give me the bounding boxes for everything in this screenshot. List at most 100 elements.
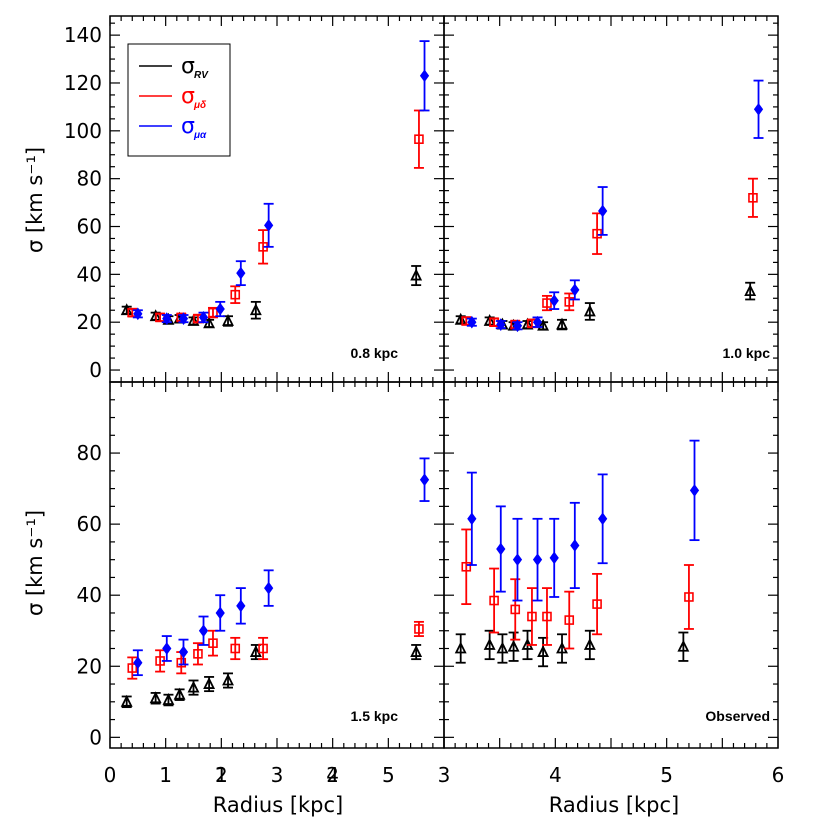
point-mud-p3-5 xyxy=(564,615,575,625)
point-mua-p3-3 xyxy=(532,553,543,567)
y-tick-label-p2-3: 60 xyxy=(77,512,102,536)
y-tick-label-p0-0: 0 xyxy=(89,358,102,382)
legend-sub-mud: μδ xyxy=(193,100,207,111)
point-rv-p2-1 xyxy=(149,691,162,704)
y-tick-label-p0-2: 40 xyxy=(77,262,102,286)
point-mua-p1-2 xyxy=(512,319,523,333)
point-mua-p3-5 xyxy=(570,539,580,552)
point-mua-p2-4 xyxy=(215,606,225,620)
point-mua-p1-1 xyxy=(496,318,506,331)
panel-frame-1 xyxy=(443,15,779,383)
point-mua-p0-1 xyxy=(162,312,172,325)
legend-box xyxy=(127,43,231,157)
legend-sub-mua: μα xyxy=(193,130,207,141)
point-rv-p3-5 xyxy=(537,645,550,657)
legend-sym-rv: σ xyxy=(181,54,195,79)
y-tick-label-p0-7: 140 xyxy=(64,23,102,47)
x-tick-label-right-4: 5 xyxy=(660,763,673,787)
point-mua-p1-7 xyxy=(753,102,764,116)
point-mua-p0-7 xyxy=(419,69,430,83)
x-tick-label-right-1: 2 xyxy=(326,763,339,787)
point-mud-p2-5 xyxy=(230,643,241,654)
point-rv-p1-8 xyxy=(744,284,757,296)
point-mua-p1-5 xyxy=(570,283,580,297)
point-mua-p3-1 xyxy=(496,542,506,556)
point-mua-p3-0 xyxy=(467,512,477,526)
point-mua-p2-2 xyxy=(178,645,189,659)
y-tick-label-p2-0: 0 xyxy=(89,725,102,749)
point-rv-p0-6 xyxy=(222,313,234,326)
y-axis-title-top: σ [km s⁻¹] xyxy=(23,147,47,253)
point-mud-p1-4 xyxy=(542,298,552,308)
x-tick-label-right-3: 4 xyxy=(549,763,562,787)
point-mua-p1-6 xyxy=(598,204,608,218)
point-mud-p2-6 xyxy=(258,643,268,654)
point-mua-p2-6 xyxy=(264,581,274,595)
point-mua-p2-5 xyxy=(236,599,246,613)
point-mud-p3-2 xyxy=(510,604,521,615)
point-mud-p3-0 xyxy=(461,561,472,572)
point-rv-p2-2 xyxy=(162,693,175,705)
panel-label-1: 1.0 kpc xyxy=(723,345,771,361)
point-rv-p2-7 xyxy=(249,645,262,657)
point-rv-p2-3 xyxy=(173,687,186,700)
point-mud-p2-2 xyxy=(176,657,187,668)
y-tick-label-p0-4: 80 xyxy=(77,167,102,191)
point-rv-p1-5 xyxy=(537,318,550,331)
point-rv-p3-7 xyxy=(583,637,596,650)
point-mua-p3-7 xyxy=(689,484,700,497)
y-tick-label-p0-3: 60 xyxy=(77,215,102,239)
point-rv-p3-3 xyxy=(507,639,520,652)
panel-label-0: 0.8 kpc xyxy=(351,345,399,361)
point-mua-p0-6 xyxy=(264,218,274,232)
x-tick-label-left-0: 0 xyxy=(104,763,117,787)
y-tick-label-p2-2: 40 xyxy=(77,583,102,607)
point-mud-p1-7 xyxy=(748,193,758,203)
x-tick-label-left-5: 5 xyxy=(382,763,395,787)
point-rv-p1-7 xyxy=(583,304,596,317)
point-mua-p2-0 xyxy=(133,656,143,670)
panel-frame-3 xyxy=(443,381,779,749)
point-mud-p1-5 xyxy=(564,297,575,307)
point-rv-p3-1 xyxy=(483,637,496,650)
x-tick-label-right-2: 3 xyxy=(438,763,451,787)
point-rv-p0-7 xyxy=(249,303,262,316)
point-mua-p3-2 xyxy=(512,553,523,567)
point-mud-p2-7 xyxy=(414,624,424,634)
y-tick-label-p2-4: 80 xyxy=(77,441,102,465)
y-tick-label-p0-5: 100 xyxy=(64,119,102,143)
point-rv-p0-4 xyxy=(187,313,200,326)
point-rv-p1-6 xyxy=(556,317,568,330)
x-tick-label-left-4: 4 xyxy=(326,763,339,787)
point-mud-p3-4 xyxy=(542,611,552,622)
x-tick-label-left-1: 1 xyxy=(159,763,172,787)
legend: σ RV σ μδ σ μα xyxy=(127,43,231,157)
point-mua-p3-6 xyxy=(598,512,608,526)
point-mua-p0-0 xyxy=(133,307,143,321)
x-tick-label-right-0: 1 xyxy=(215,763,228,787)
point-mud-p3-6 xyxy=(592,599,602,609)
point-rv-p2-8 xyxy=(410,645,423,657)
point-mua-p0-2 xyxy=(178,312,189,325)
point-rv-p2-5 xyxy=(203,677,216,689)
point-mud-p1-6 xyxy=(592,228,602,239)
legend-sym-mua: σ xyxy=(181,114,195,139)
point-rv-p3-2 xyxy=(496,641,509,654)
point-mua-p1-3 xyxy=(532,315,543,329)
point-mua-p2-7 xyxy=(419,473,430,487)
x-axis-title-right: Radius [kpc] xyxy=(549,793,680,817)
point-mua-p2-3 xyxy=(198,624,209,638)
point-mud-p3-1 xyxy=(489,595,499,606)
y-tick-label-p0-6: 120 xyxy=(64,71,102,95)
point-mud-p0-4 xyxy=(208,307,218,318)
y-axis-title-bottom: σ [km s⁻¹] xyxy=(23,510,47,616)
point-mud-p2-0 xyxy=(127,663,138,673)
x-tick-label-left-2: 2 xyxy=(215,763,228,787)
legend-sub-rv: RV xyxy=(194,70,209,81)
point-mud-p2-4 xyxy=(208,638,218,648)
point-mud-p0-5 xyxy=(230,289,241,300)
y-tick-label-p0-1: 20 xyxy=(77,310,102,334)
point-mud-p0-7 xyxy=(414,134,424,144)
